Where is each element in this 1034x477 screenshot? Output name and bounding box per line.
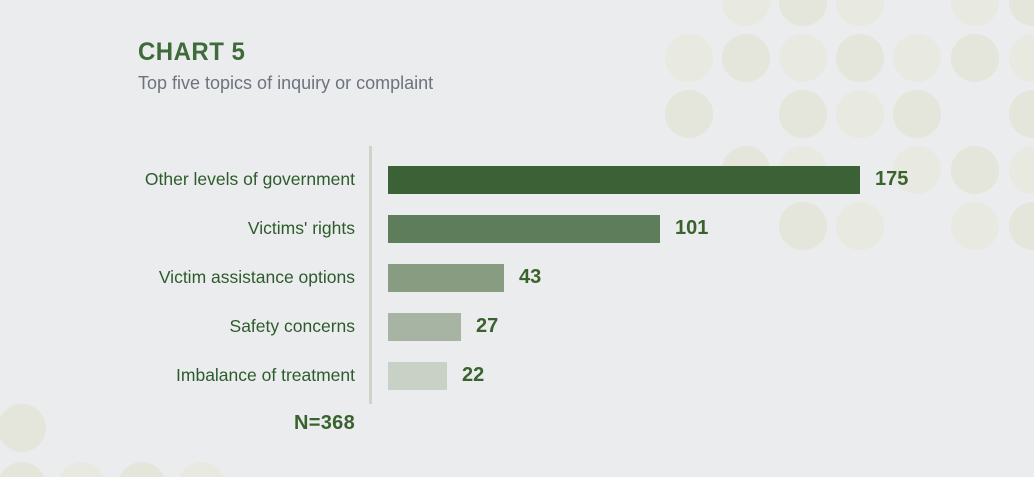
chart-row: Victims' rights 101	[0, 204, 1034, 253]
decorative-circle	[0, 404, 46, 452]
category-label: Safety concerns	[229, 316, 355, 336]
decorative-circle	[58, 462, 106, 477]
decorative-circle	[893, 146, 941, 194]
decorative-circle	[893, 34, 941, 82]
decorative-circle	[1009, 0, 1034, 26]
category-label: Imbalance of treatment	[176, 365, 355, 385]
chart-row: Imbalance of treatment 22	[0, 351, 1034, 400]
bar-chart: Other levels of government 175 Victims' ri…	[0, 155, 1034, 400]
decorative-circle	[836, 202, 884, 250]
chart-title: CHART 5	[138, 38, 246, 66]
chart-row: Safety concerns 27	[0, 302, 1034, 351]
decorative-circle	[665, 90, 713, 138]
decorative-circle	[951, 34, 999, 82]
chart-subtitle: Top five topics of inquiry or complaint	[138, 73, 434, 93]
bar	[388, 312, 461, 341]
bar	[388, 214, 660, 243]
decorative-circle	[118, 462, 166, 477]
decorative-circle	[779, 202, 827, 250]
category-label: Victim assistance options	[158, 267, 355, 287]
chart-row: Other levels of government 175	[0, 155, 1034, 204]
value-label: 22	[462, 364, 485, 386]
decorative-circle	[1009, 34, 1034, 82]
decorative-circle	[0, 462, 46, 477]
category-label: Other levels of government	[144, 169, 355, 189]
decorative-circle	[779, 34, 827, 82]
decorative-circle	[836, 34, 884, 82]
bar	[388, 361, 447, 390]
category-label: Victims' rights	[247, 218, 355, 238]
bar	[388, 263, 504, 292]
chart-row: Victim assistance options 43	[0, 253, 1034, 302]
value-label: 27	[476, 315, 499, 337]
value-label: 43	[519, 266, 542, 288]
chart-header: CHART 5 Top five topics of inquiry or co…	[138, 38, 433, 94]
bar	[388, 165, 860, 194]
decorative-circle	[951, 146, 999, 194]
decorative-circle	[836, 90, 884, 138]
decorative-circle	[722, 0, 770, 26]
axis-baseline	[369, 146, 372, 404]
decorative-circle	[779, 0, 827, 26]
sample-size-label: N=368	[294, 412, 355, 434]
decorative-circle	[178, 462, 226, 477]
decorative-circle	[665, 34, 713, 82]
decorative-circle	[722, 34, 770, 82]
decorative-circle	[893, 90, 941, 138]
value-label: 175	[875, 168, 909, 190]
decorative-circle	[951, 0, 999, 26]
decorative-circle	[1009, 90, 1034, 138]
decorative-circle	[779, 90, 827, 138]
decorative-circle	[836, 0, 884, 26]
decorative-circle	[951, 202, 999, 250]
value-label: 101	[675, 217, 709, 239]
